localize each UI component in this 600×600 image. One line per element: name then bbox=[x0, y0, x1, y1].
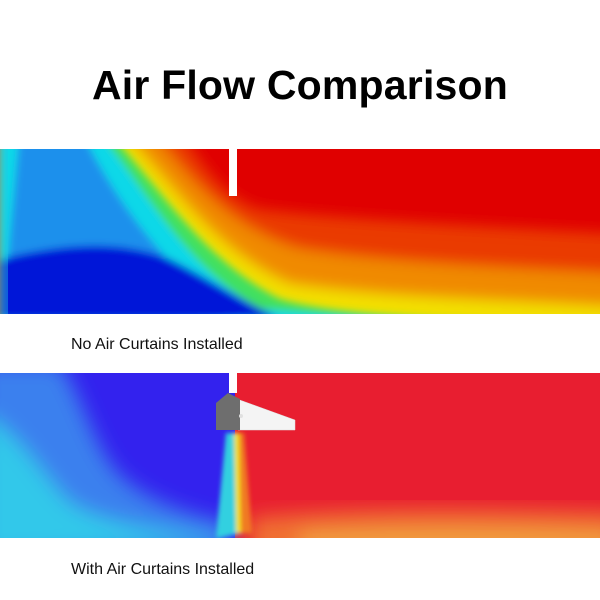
airflow-simulation-without-curtain bbox=[0, 149, 600, 314]
air-curtain-unit-icon bbox=[216, 393, 296, 431]
airflow-simulation-with-curtain bbox=[0, 373, 600, 538]
door-wall bbox=[229, 373, 237, 393]
caption-with-air-curtains: With Air Curtains Installed bbox=[71, 561, 255, 578]
page-title: Air Flow Comparison bbox=[91, 62, 509, 108]
door-wall bbox=[229, 149, 237, 196]
caption-no-air-curtains: No Air Curtains Installed bbox=[71, 336, 243, 353]
